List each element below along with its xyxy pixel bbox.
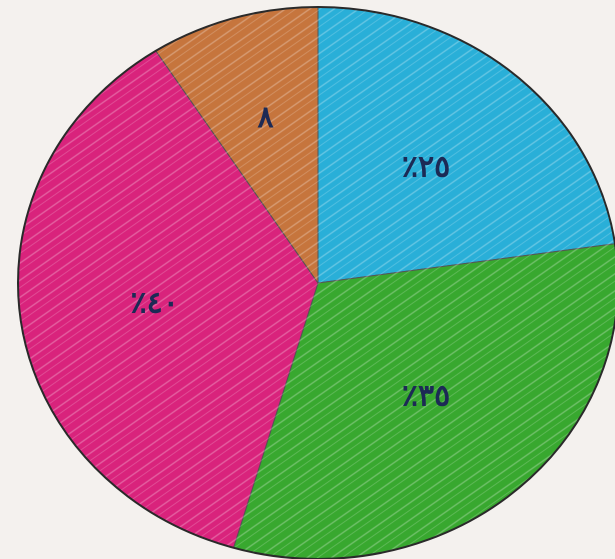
slice-labels: ٢٥٪ ٣٥٪ ٤٠٪ ٨ bbox=[131, 100, 451, 414]
pie-slice-texture-1 bbox=[318, 7, 615, 283]
slice-label-1: ٢٥٪ bbox=[402, 149, 450, 184]
slice-label-4: ٨ bbox=[258, 100, 275, 135]
crayon-texture bbox=[17, 7, 615, 559]
pie-slice-texture-4 bbox=[155, 7, 318, 283]
pie-slice-texture-3 bbox=[17, 50, 319, 548]
pie-outline bbox=[17, 6, 615, 559]
pie-slice-texture-2 bbox=[233, 243, 615, 559]
slice-label-3: ٤٠٪ bbox=[131, 286, 179, 321]
slice-label-2: ٣٥٪ bbox=[402, 379, 450, 414]
